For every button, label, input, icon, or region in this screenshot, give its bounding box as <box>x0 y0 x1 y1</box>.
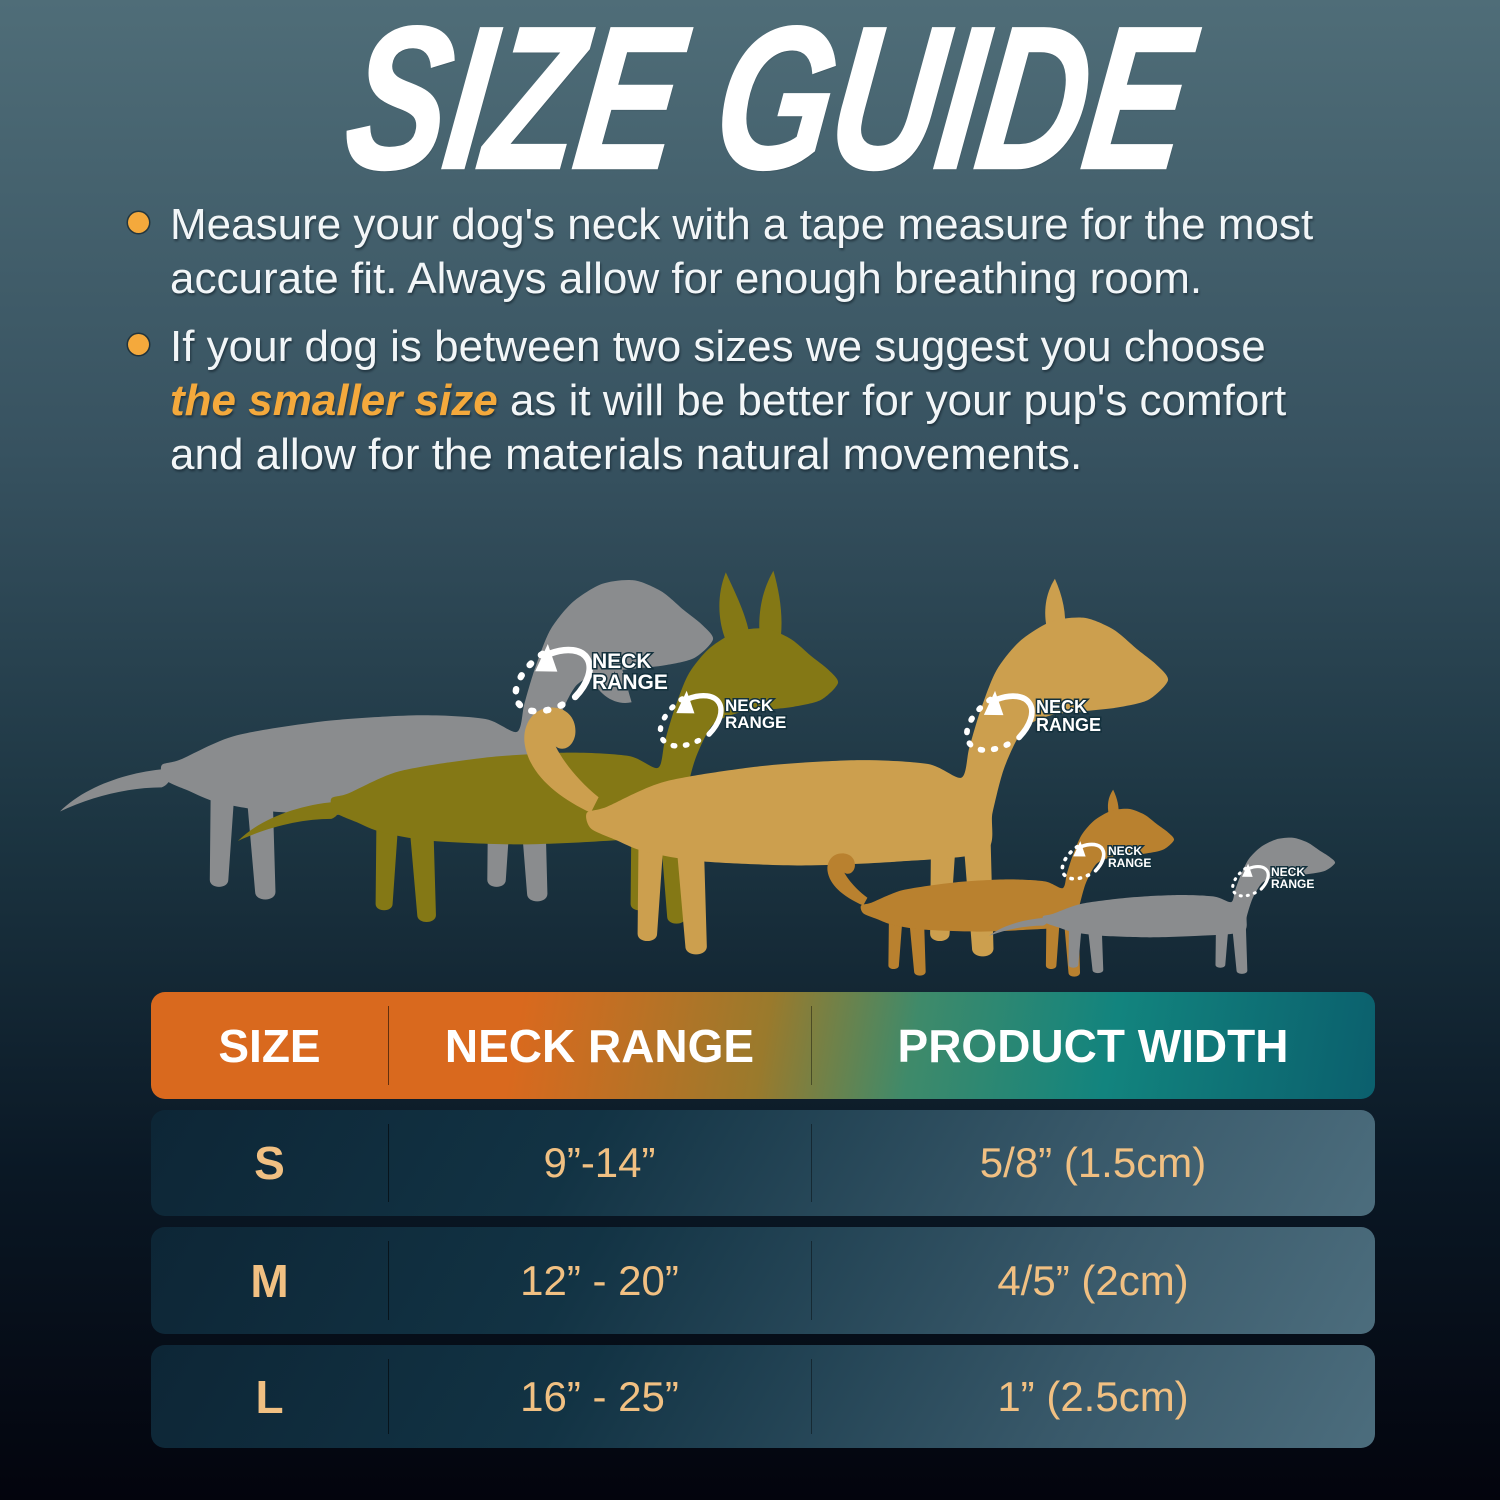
svg-text:NECK: NECK <box>592 650 652 673</box>
svg-text:RANGE: RANGE <box>592 671 668 694</box>
svg-text:RANGE: RANGE <box>1271 877 1314 891</box>
svg-text:RANGE: RANGE <box>1108 856 1151 870</box>
svg-text:RANGE: RANGE <box>1036 715 1101 735</box>
svg-text:RANGE: RANGE <box>725 713 786 732</box>
svg-text:NECK: NECK <box>1036 697 1087 717</box>
